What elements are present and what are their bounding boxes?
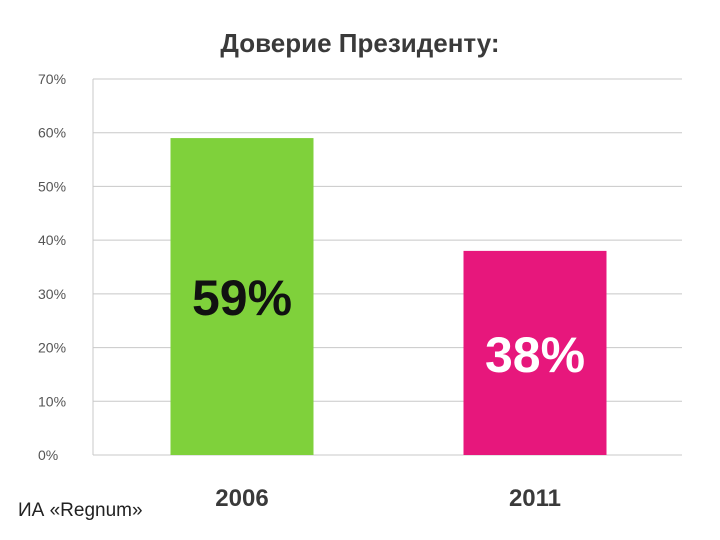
x-tick-label: 2006 [215, 485, 268, 512]
y-tick-label: 70% [38, 71, 66, 87]
y-tick-label: 30% [38, 286, 66, 302]
chart-title: Доверие Президенту: [220, 28, 500, 58]
data-label: 59% [192, 270, 292, 326]
bar [170, 138, 314, 456]
x-tick-label: 2011 [509, 485, 561, 512]
y-tick-label: 50% [38, 178, 66, 194]
source-label: ИА «Regnum» [18, 500, 143, 521]
y-tick-label: 60% [38, 125, 66, 141]
y-tick-label: 40% [38, 232, 66, 248]
data-label: 38% [485, 327, 585, 383]
y-tick-label: 20% [38, 340, 66, 356]
bar [463, 250, 607, 455]
y-tick-label: 0% [38, 447, 58, 463]
y-tick-label: 10% [38, 393, 66, 409]
